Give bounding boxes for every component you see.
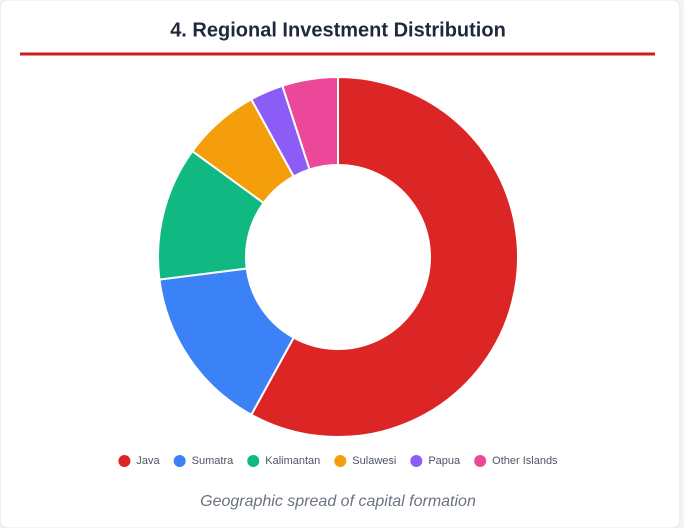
legend-swatch (173, 455, 186, 467)
legend-swatch (474, 455, 487, 467)
legend-label: Papua (428, 455, 461, 467)
legend-swatch (334, 455, 347, 467)
chart-title: 4. Regional Investment Distribution (170, 19, 506, 41)
caption: Geographic spread of capital formation (200, 493, 476, 510)
legend-label: Java (136, 455, 160, 467)
legend-swatch (118, 455, 131, 467)
slice (158, 267, 296, 417)
legend-label: Sumatra (192, 455, 234, 467)
legend-label: Other Islands (492, 455, 558, 467)
slice (281, 75, 339, 171)
legend-label: Sulawesi (352, 455, 396, 467)
slice (249, 75, 519, 438)
legend-label: Kalimantan (265, 455, 320, 467)
legend-swatch (247, 455, 260, 467)
legend-swatch (410, 455, 423, 467)
